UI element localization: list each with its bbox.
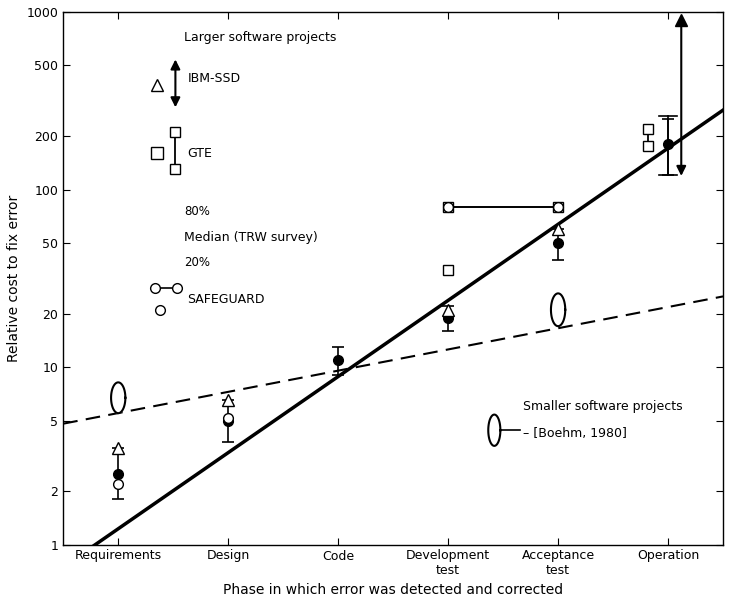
Polygon shape (488, 414, 500, 446)
Text: IBM-SSD: IBM-SSD (188, 72, 241, 85)
Y-axis label: Relative cost to fix error: Relative cost to fix error (7, 194, 21, 362)
Text: 80%: 80% (184, 205, 210, 218)
Text: GTE: GTE (188, 147, 212, 160)
Text: Smaller software projects: Smaller software projects (523, 400, 683, 413)
X-axis label: Phase in which error was detected and corrected: Phase in which error was detected and co… (223, 583, 564, 597)
Text: 20%: 20% (184, 255, 210, 269)
Text: – [Boehm, 1980]: – [Boehm, 1980] (523, 428, 627, 440)
Text: Median (TRW survey): Median (TRW survey) (184, 231, 318, 243)
Text: Larger software projects: Larger software projects (184, 31, 337, 43)
Polygon shape (111, 382, 126, 413)
Text: SAFEGUARD: SAFEGUARD (188, 293, 265, 306)
Polygon shape (551, 294, 565, 326)
